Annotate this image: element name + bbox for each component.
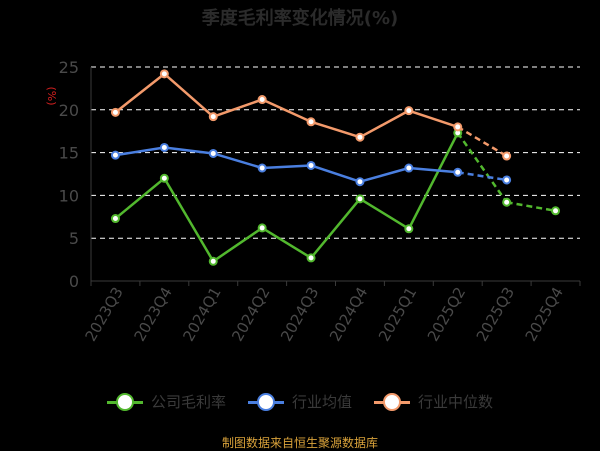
data-point-2 (159, 69, 169, 79)
data-point-0 (502, 197, 512, 207)
data-point-0 (208, 256, 218, 266)
series-segment-0 (407, 132, 459, 230)
data-point-2 (208, 112, 218, 122)
series-segment-0 (114, 177, 166, 220)
legend-label-industry-mean: 行业均值 (291, 393, 352, 411)
x-tick-label: 2024Q2 (228, 284, 273, 345)
data-point-1 (404, 163, 414, 173)
x-tick-label: 2024Q3 (277, 284, 322, 345)
legend-item-industry-mean[interactable]: 行业均值 (247, 391, 352, 412)
data-point-0 (306, 253, 316, 263)
series-segment-1 (408, 166, 458, 174)
legend-swatch-industry-median (374, 392, 410, 412)
series-segment-1 (115, 146, 165, 157)
y-tick-label: 10 (59, 186, 79, 205)
x-tick-label: 2023Q4 (130, 284, 175, 345)
series-segment-2 (359, 109, 410, 139)
x-tick-label: 2024Q1 (179, 284, 224, 345)
legend-item-industry-median[interactable]: 行业中位数 (374, 391, 493, 412)
data-point-0 (159, 173, 169, 183)
x-tick-label: 2025Q2 (424, 284, 469, 345)
series-segment-2 (163, 72, 215, 118)
x-tick-label: 2024Q4 (326, 284, 371, 345)
legend-label-company: 公司毛利率 (150, 393, 226, 411)
series-segment-0 (506, 201, 556, 213)
legend-swatch-company (106, 392, 143, 412)
legend-label-industry-median: 行业中位数 (418, 393, 494, 411)
series-segment-0 (456, 132, 508, 203)
x-tick-label: 2023Q3 (82, 284, 127, 345)
data-point-0 (257, 223, 267, 233)
data-point-1 (257, 163, 267, 173)
data-point-1 (208, 148, 218, 158)
series-segment-2 (212, 98, 263, 118)
y-tick-label: 5 (69, 229, 79, 248)
series-segment-1 (359, 166, 410, 183)
data-point-0 (355, 194, 365, 204)
data-point-1 (453, 167, 463, 177)
data-point-1 (306, 160, 316, 170)
series-segment-0 (310, 198, 361, 259)
series-segment-2 (310, 120, 361, 139)
x-tick-label: 2025Q3 (473, 284, 518, 345)
x-tick-label: 2025Q4 (522, 284, 567, 345)
chart-title: 季度毛利率变化情况(%) (201, 8, 399, 29)
y-axis-label: (%) (45, 86, 58, 105)
series-segment-2 (408, 109, 459, 129)
series-segment-0 (212, 226, 263, 263)
data-point-1 (159, 142, 169, 152)
y-tick-label: 20 (59, 101, 79, 120)
y-tick-label: 15 (59, 144, 79, 163)
x-tick-label: 2025Q1 (375, 284, 420, 345)
series-segment-1 (212, 152, 263, 170)
y-tick-label: 25 (59, 58, 79, 77)
data-point-1 (110, 150, 120, 160)
data-point-2 (257, 95, 267, 105)
data-point-1 (502, 175, 512, 185)
data-point-2 (355, 132, 365, 142)
data-point-1 (355, 177, 365, 187)
legend-item-company[interactable]: 公司毛利率 (106, 391, 226, 412)
series-segment-0 (163, 177, 215, 262)
series-segment-1 (164, 146, 214, 155)
series-segment-2 (114, 72, 166, 114)
data-point-2 (502, 151, 512, 161)
series-segment-2 (261, 98, 312, 123)
y-tick-label: 0 (69, 272, 79, 291)
series-segment-0 (261, 226, 312, 259)
series-segment-1 (310, 164, 361, 183)
data-point-0 (110, 214, 120, 224)
data-point-2 (453, 122, 463, 132)
series-segment-1 (457, 171, 507, 182)
data-point-0 (551, 206, 561, 216)
legend-swatch-industry-mean (247, 392, 284, 412)
series-segment-1 (262, 164, 312, 170)
series-segment-0 (359, 197, 410, 230)
data-point-0 (404, 224, 414, 234)
data-source-note: 制图数据来自恒生聚源数据库 (221, 436, 378, 450)
data-point-2 (306, 117, 316, 127)
data-point-2 (404, 106, 414, 116)
chart-legend: 公司毛利率 行业均值 行业中位数 (0, 391, 600, 412)
data-point-2 (110, 107, 120, 117)
